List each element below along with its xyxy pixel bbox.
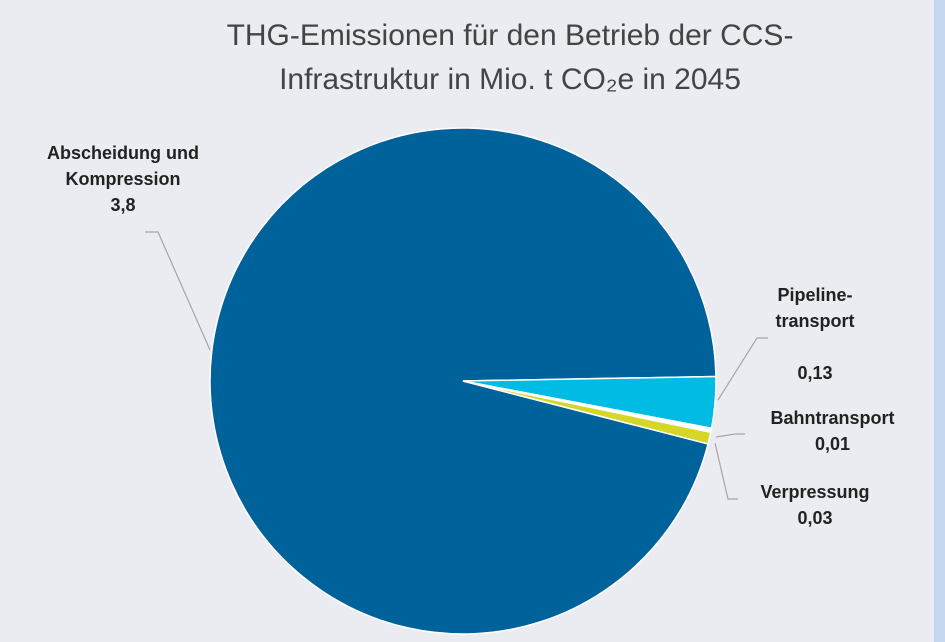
leader-line	[715, 433, 745, 438]
pie-slice	[462, 380, 712, 445]
slice-label: Bahntransport	[770, 408, 895, 428]
slice-label: Abscheidung und Kompression	[47, 143, 199, 189]
leader-line	[714, 442, 738, 500]
value-label: 3,8	[110, 195, 136, 215]
leader-line	[717, 337, 768, 401]
value-label: 0,01	[814, 434, 851, 454]
value-label: 0,03	[797, 508, 833, 528]
leader-line	[145, 231, 211, 351]
slice-label: Verpressung	[760, 482, 870, 502]
slice-label: Pipeline-transport	[775, 285, 855, 331]
side-strip	[934, 0, 945, 642]
chart-title: THG-Emissionen für den Betrieb der CCS-I…	[226, 19, 794, 96]
value-label: 0,13	[797, 363, 833, 383]
